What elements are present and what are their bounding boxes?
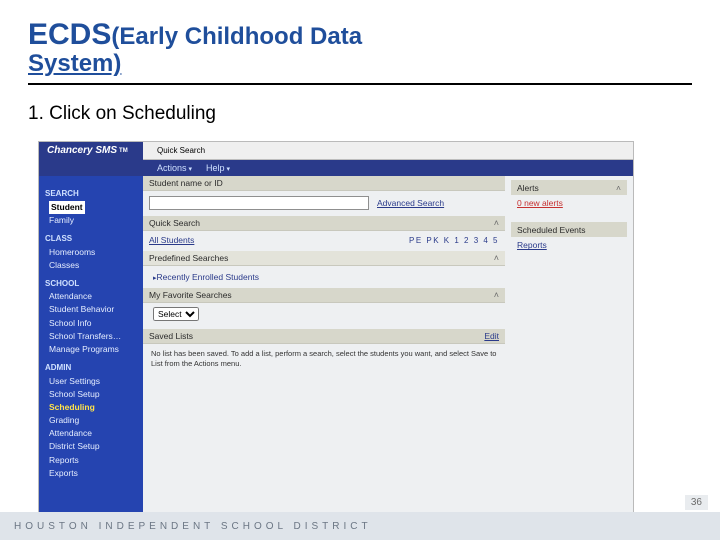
chevron-up-icon: ˄ (494, 253, 499, 263)
quick-search-header[interactable]: Quick Search ˄ (143, 216, 505, 231)
saved-lists-note: No list has been saved. To add a list, p… (143, 346, 505, 389)
app-titlebar: Chancery SMSTM Quick Search (39, 142, 633, 160)
favorites-select[interactable]: Select (153, 307, 199, 321)
trademark: TM (119, 148, 128, 154)
product-name: Chancery SMS (47, 145, 117, 156)
nav-family[interactable]: Family (49, 214, 137, 227)
predefined-header[interactable]: Predefined Searches ˄ (143, 251, 505, 266)
menu-actions[interactable]: Actions (157, 163, 192, 173)
favorites-header[interactable]: My Favorite Searches ˄ (143, 288, 505, 303)
student-search-input[interactable] (149, 196, 369, 210)
menu-help[interactable]: Help (206, 163, 230, 173)
nav-student-behavior[interactable]: Student Behavior (49, 303, 137, 316)
title-line2: System) (28, 51, 692, 77)
nav-classes[interactable]: Classes (49, 259, 137, 272)
nav-school-transfers[interactable]: School Transfers… (49, 330, 137, 343)
chevron-up-icon: ˄ (494, 218, 499, 228)
nav-group-class: CLASS (45, 233, 137, 245)
scheduled-events-header: Scheduled Events (511, 222, 627, 237)
page-number: 36 (685, 495, 708, 510)
nav-school-info[interactable]: School Info (49, 317, 137, 330)
nav-user-settings[interactable]: User Settings (49, 375, 137, 388)
menu-bar: Actions Help (39, 160, 633, 176)
chevron-up-icon: ˄ (494, 290, 499, 300)
search-header-label: Student name or ID (149, 178, 223, 188)
instruction-text: 1. Click on Scheduling (28, 103, 692, 125)
nav-scheduling[interactable]: Scheduling (49, 401, 137, 414)
all-students-link[interactable]: All Students (149, 235, 194, 245)
nav-manage-programs[interactable]: Manage Programs (49, 343, 137, 356)
nav-grading[interactable]: Grading (49, 414, 137, 427)
nav-attendance[interactable]: Attendance (49, 290, 137, 303)
advanced-search-link[interactable]: Advanced Search (377, 198, 444, 208)
nav-homerooms[interactable]: Homerooms (49, 246, 137, 259)
nav-school-setup[interactable]: School Setup (49, 388, 137, 401)
saved-lists-header: Saved Lists Edit (143, 329, 505, 344)
search-header: Student name or ID (143, 176, 505, 191)
chevron-up-icon: ˄ (616, 183, 621, 193)
nav-student[interactable]: Student (49, 201, 137, 214)
product-logo: Chancery SMSTM (39, 142, 143, 160)
grade-links[interactable]: PE PK K 1 2 3 4 5 (409, 236, 499, 245)
nav-exports[interactable]: Exports (49, 467, 137, 480)
title-acronym: ECDS (28, 18, 111, 51)
nav-district-setup[interactable]: District Setup (49, 440, 137, 453)
alerts-link[interactable]: 0 new alerts (511, 195, 627, 218)
app-screenshot: Chancery SMSTM Quick Search Actions Help… (38, 141, 634, 520)
nav-group-school: SCHOOL (45, 278, 137, 290)
slide-title: ECDS(Early Childhood Data System) (28, 18, 692, 85)
edit-link[interactable]: Edit (484, 331, 499, 341)
nav-group-admin: ADMIN (45, 362, 137, 374)
recently-enrolled-link[interactable]: Recently Enrolled Students (153, 272, 259, 282)
alerts-header: Alerts ˄ (511, 180, 627, 195)
nav-attendance-admin[interactable]: Attendance (49, 427, 137, 440)
reports-link[interactable]: Reports (511, 237, 627, 253)
footer-text: HOUSTON INDEPENDENT SCHOOL DISTRICT (14, 521, 372, 532)
nav-group-search: SEARCH (45, 188, 137, 200)
quick-search-label: Quick Search (157, 146, 205, 155)
center-panel: Student name or ID Advanced Search Quick… (143, 176, 505, 519)
nav-reports[interactable]: Reports (49, 454, 137, 467)
slide-footer: HOUSTON INDEPENDENT SCHOOL DISTRICT (0, 512, 720, 540)
left-nav: SEARCH Student Family CLASS Homerooms Cl… (39, 176, 143, 519)
title-paren: (Early Childhood Data (111, 23, 362, 50)
right-panel: Alerts ˄ 0 new alerts Scheduled Events R… (505, 176, 633, 519)
